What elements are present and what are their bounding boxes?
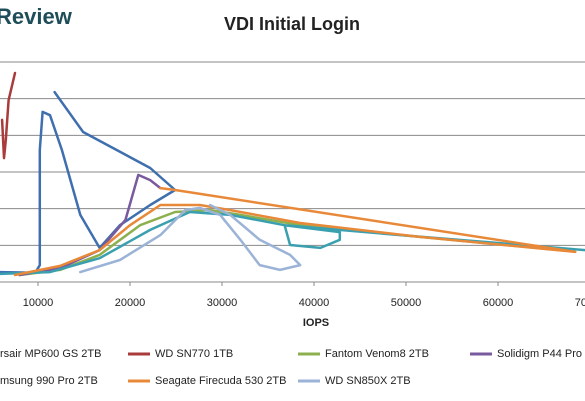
x-tick-label: 40000 [299, 297, 330, 309]
series-line [0, 210, 585, 276]
x-axis-label: IOPS [303, 317, 329, 329]
legend-label: WD SN770 1TB [155, 348, 233, 360]
series-line [79, 203, 302, 274]
x-tick-label: 10000 [23, 297, 54, 309]
series-line [0, 90, 177, 275]
series-line [13, 186, 577, 277]
x-tick-label: 20000 [115, 297, 146, 309]
logo: Review [0, 4, 73, 29]
legend-label: Fantom Venom8 2TB [325, 348, 429, 360]
legend-label: rsair MP600 GS 2TB [0, 348, 101, 360]
x-tick-label: 60000 [483, 297, 514, 309]
legend-label: WD SN850X 2TB [325, 375, 411, 387]
x-tick-label: 70000 [575, 297, 585, 309]
legend-label: Seagate Firecuda 530 2TB [155, 375, 286, 387]
legend-label: Solidigm P44 Pro [497, 348, 582, 360]
series-line [0, 71, 17, 160]
x-tick-label: 30000 [207, 297, 238, 309]
legend-label: msung 990 Pro 2TB [0, 375, 98, 387]
x-tick-label: 50000 [391, 297, 422, 309]
chart-title: VDI Initial Login [224, 14, 360, 34]
